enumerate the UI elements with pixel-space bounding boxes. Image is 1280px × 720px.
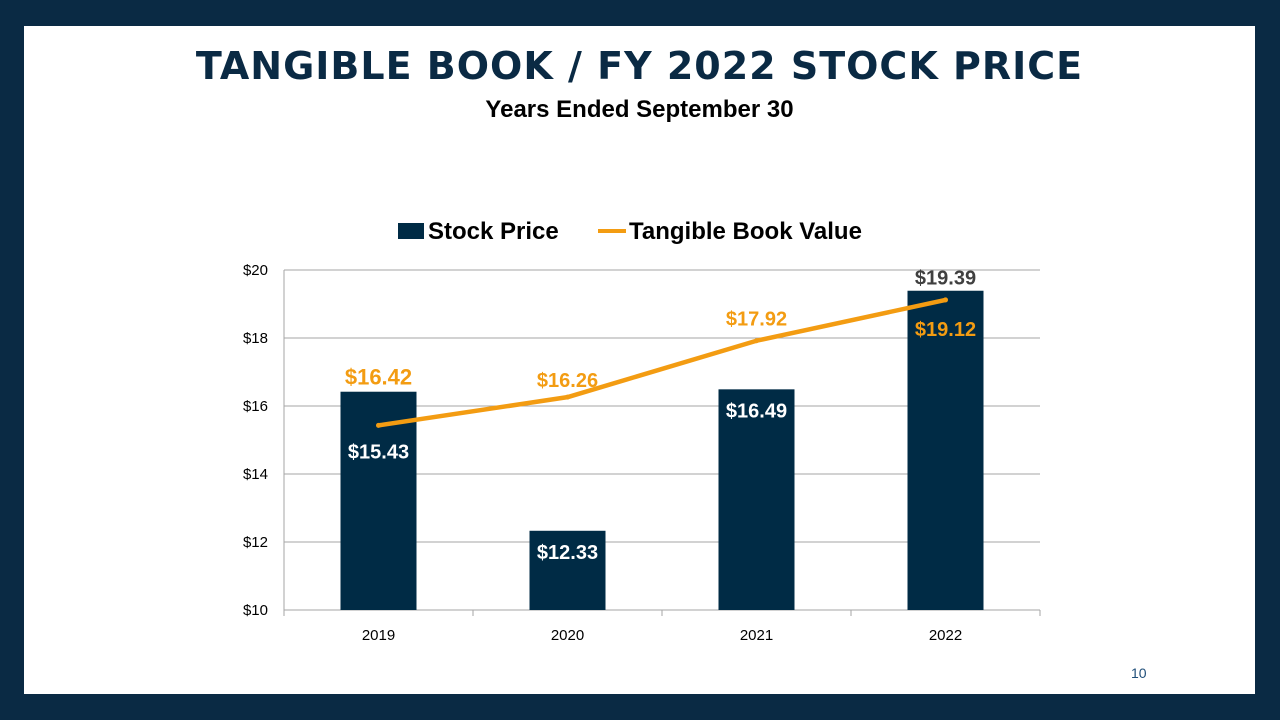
line-data-label: $16.26 bbox=[537, 370, 598, 392]
bar-data-label: $16.49 bbox=[726, 400, 787, 422]
line-data-label: $19.12 bbox=[915, 319, 976, 341]
line-point-2021 bbox=[754, 338, 759, 344]
y-tick-label: $14 bbox=[243, 466, 268, 483]
y-axis-labels: $10 $12 $14 $16 $18 $20 bbox=[243, 262, 268, 619]
legend-swatch-stock-price bbox=[398, 223, 424, 239]
bar-2021 bbox=[718, 389, 795, 610]
bar-2022 bbox=[907, 290, 984, 610]
bar-data-label: $19.39 bbox=[915, 268, 976, 290]
combo-chart: Stock Price Tangible Book Value $10$12$1… bbox=[243, 218, 1041, 644]
tangible-book-value-line bbox=[376, 297, 948, 428]
x-tick-label: 2021 bbox=[740, 627, 773, 644]
bar-data-label: $16.42 bbox=[345, 365, 412, 390]
page-number: 10 bbox=[1131, 665, 1147, 681]
line-point-2020 bbox=[565, 394, 570, 400]
x-tick-label: 2020 bbox=[551, 627, 584, 644]
data-labels: $16.42 $12.33 $16.49 $19.39 $15.43 $16.26 $17.… bbox=[345, 268, 976, 564]
y-tick-label: $16 bbox=[243, 398, 268, 415]
line-point-2022 bbox=[943, 297, 948, 303]
bar-data-label: $12.33 bbox=[537, 542, 598, 564]
line-data-label: $17.92 bbox=[726, 309, 787, 331]
legend-label-stock-price: Stock Price bbox=[428, 218, 559, 245]
y-tick-label: $20 bbox=[243, 262, 268, 279]
y-tick-label: $10 bbox=[243, 602, 268, 619]
y-tick-label: $12 bbox=[243, 534, 268, 551]
slide: TANGIBLE BOOK / FY 2022 STOCK PRICE Year… bbox=[24, 26, 1255, 694]
x-tick-label: 2022 bbox=[929, 627, 962, 644]
slide-title: TANGIBLE BOOK / FY 2022 STOCK PRICE bbox=[195, 44, 1084, 88]
y-tick-label: $18 bbox=[243, 330, 268, 347]
x-tick-label: 2019 bbox=[362, 627, 395, 644]
line-point-2019 bbox=[376, 422, 381, 428]
bar-series bbox=[340, 290, 984, 610]
chart-legend: Stock Price Tangible Book Value bbox=[398, 218, 862, 245]
bar-2019 bbox=[340, 391, 417, 610]
slide-subtitle: Years Ended September 30 bbox=[485, 96, 794, 123]
x-axis: 2019 2020 2021 2022 bbox=[283, 270, 1041, 644]
line-data-label: $15.43 bbox=[348, 441, 409, 463]
bar-2020 bbox=[529, 530, 606, 610]
line-series bbox=[376, 297, 948, 428]
legend-label-tangible-book-value: Tangible Book Value bbox=[629, 218, 862, 245]
